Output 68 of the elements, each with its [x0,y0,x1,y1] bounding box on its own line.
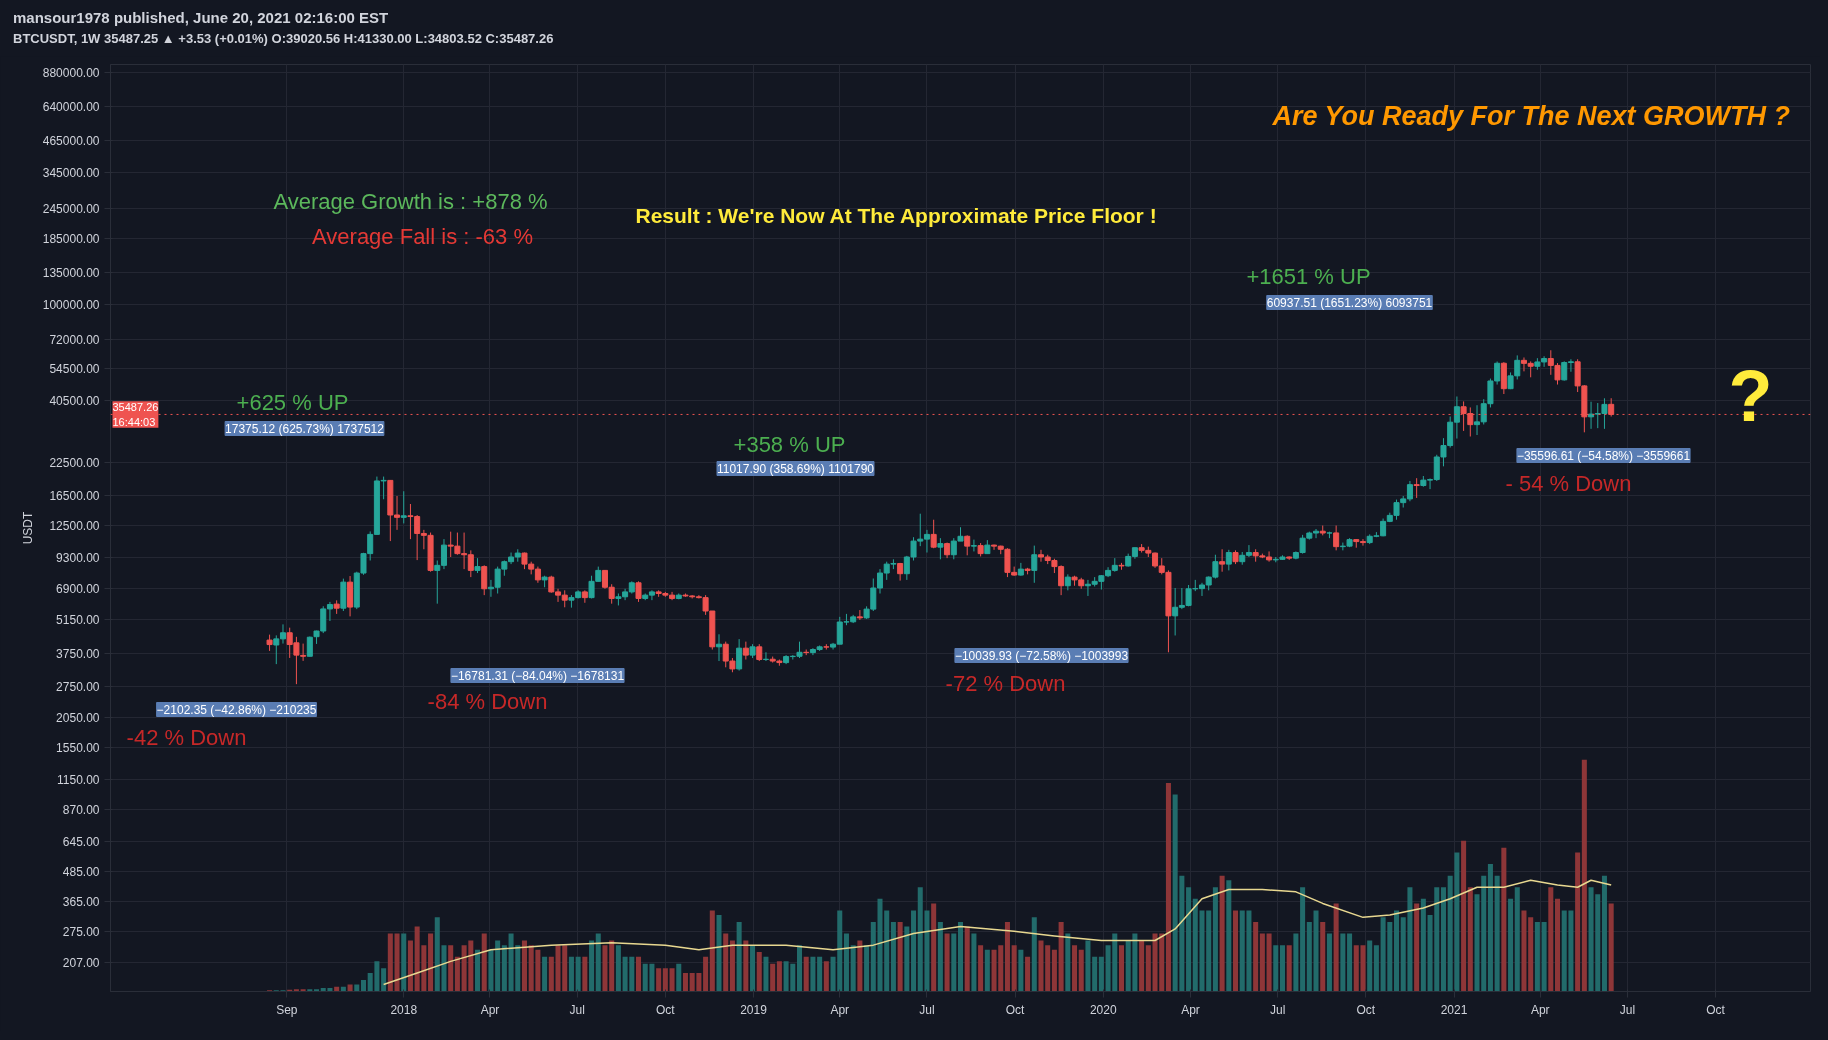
x-tick-label: Apr [830,1002,850,1017]
x-tick-label: Jul [1619,1002,1636,1017]
y-tick-label: 365.00 [62,895,100,910]
y-tick-label: 880000.00 [42,66,100,81]
x-tick-label: Apr [480,1002,500,1017]
x-tick-label: 2020 [1089,1002,1117,1017]
y-tick-label: 2050.00 [56,711,100,726]
x-tick-label: Apr [1530,1002,1550,1017]
annotation: 17375.12 (625.73%) 1737512 [225,421,385,436]
y-tick-label: 640000.00 [42,100,100,115]
annotation: −16781.31 (−84.04%) −1678131 [450,668,625,683]
annotation: Average Fall is : -63 % [312,223,533,249]
y-tick-label: 485.00 [62,864,100,879]
y-tick-label: 275.00 [62,925,100,940]
annotation: Average Growth is : +878 % [273,188,548,214]
x-tick-label: 2018 [390,1002,418,1017]
y-tick-label: 185000.00 [42,232,100,247]
annotation: −35596.61 (−54.58%) −3559661 [1516,448,1691,463]
y-tick-label: 245000.00 [42,202,100,217]
y-tick-label: 54500.00 [49,362,100,377]
y-tick-label: 9300.00 [56,550,100,565]
annotation: ? [1728,355,1773,436]
annotation: Result : We're Now At The Approximate Price Floor ! [635,203,1157,227]
x-tick-label: Sep [276,1002,298,1017]
y-tick-label: 5150.00 [56,613,100,628]
y-tick-label: 12500.00 [49,519,100,534]
ref-line-label: 35487.26 16:44:03 [112,401,159,428]
y-tick-label: 22500.00 [49,456,100,471]
annotation: −10039.93 (−72.58%) −1003993 [954,648,1129,663]
annotation: -84 % Down [427,688,548,714]
annotation: 60937.51 (1651.23%) 6093751 [1266,295,1433,310]
x-tick-label: 2019 [740,1002,768,1017]
annotation: +358 % UP [733,431,846,457]
y-tick-label: 135000.00 [42,265,100,280]
y-tick-label: 3750.00 [56,647,100,662]
x-tick-label: 2021 [1440,1002,1468,1017]
x-tick-label: Jul [919,1002,935,1017]
y-tick-label: 72000.00 [49,332,100,347]
annotation: −2102.35 (−42.86%) −210235 [156,702,317,717]
x-tick-label: Oct [1706,1002,1726,1017]
y-tick-label: 1550.00 [56,741,100,756]
y-tick-label: 100000.00 [42,297,100,312]
x-tick-label: Oct [656,1002,676,1017]
y-tick-label: 645.00 [62,834,100,849]
annotation: Are You Ready For The Next GROWTH ? [1271,100,1791,131]
y-tick-label: 1150.00 [57,773,100,788]
y-tick-label: 6900.00 [56,582,100,597]
y-tick-label: 345000.00 [42,165,100,180]
y-tick-label: 2750.00 [56,680,100,695]
y-tick-label: 465000.00 [42,134,100,149]
annotation: +1651 % UP [1246,263,1371,289]
chart-subtitle: BTCUSDT, 1W 35487.25 ▲ +3.53 (+0.01%) O:39020.56 H:41330.00 L:34803.52 C:35487.26 [13,30,554,49]
x-tick-label: Oct [1356,1002,1376,1017]
x-tick-label: Oct [1005,1002,1026,1017]
x-tick-label: Apr [1181,1002,1200,1017]
annotation: - 54 % Down [1505,470,1632,496]
y-tick-label: 40500.00 [49,393,100,408]
y-axis-title: USDT [20,510,35,545]
y-tick-label: 870.00 [62,802,100,817]
x-tick-label: Jul [569,1002,585,1017]
annotation: +625 % UP [236,389,349,415]
x-tick-label: Jul [1270,1002,1286,1017]
y-tick-label: 207.00 [62,955,100,970]
annotation: -42 % Down [126,724,247,750]
chart-title: mansour1978 published, June 20, 2021 02:16:00 EST [13,8,390,28]
annotation: -72 % Down [945,670,1066,696]
annotation: 11017.90 (358.69%) 1101790 [716,461,875,476]
y-tick-label: 16500.00 [49,489,100,504]
